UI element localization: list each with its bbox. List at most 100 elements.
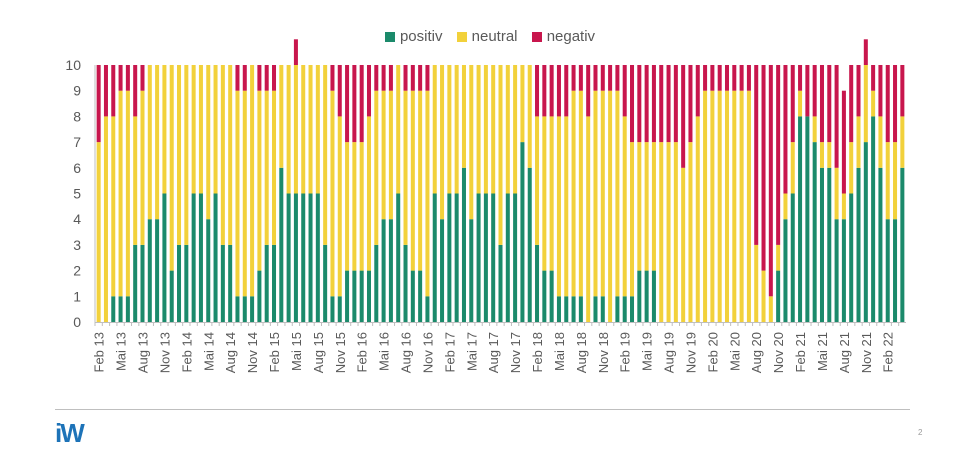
- legend-swatch-neutral: [456, 31, 467, 42]
- bar-neutral: [133, 116, 138, 245]
- y-tick-label: 3: [73, 237, 81, 253]
- x-tick-label: Feb 18: [530, 332, 545, 372]
- bar-neutral: [666, 142, 671, 322]
- bar-positiv: [279, 167, 284, 322]
- legend-label-negativ: negativ: [546, 28, 596, 45]
- bar-neutral: [235, 90, 240, 297]
- bar-positiv: [461, 167, 466, 322]
- bar-positiv: [549, 270, 554, 322]
- bar-positiv: [432, 193, 437, 322]
- bar-neutral: [250, 65, 255, 297]
- bar-positiv: [403, 244, 408, 322]
- x-tick-label: Nov 16: [420, 332, 435, 373]
- bar-positiv: [622, 296, 627, 322]
- bar-negativ: [330, 65, 335, 91]
- bar-neutral: [301, 65, 306, 194]
- bar-negativ: [257, 65, 262, 91]
- bar-neutral: [498, 65, 503, 245]
- bar-neutral: [337, 116, 342, 297]
- bar-positiv: [856, 167, 861, 322]
- bar-positiv: [301, 193, 306, 322]
- x-tick-label: Feb 21: [793, 332, 808, 372]
- x-tick-label: Aug 21: [837, 332, 852, 373]
- x-tick-label: Aug 15: [311, 332, 326, 373]
- bar-positiv: [352, 270, 357, 322]
- bar-neutral: [293, 65, 298, 194]
- bar-positiv: [242, 296, 247, 322]
- bar-negativ: [893, 65, 898, 143]
- y-tick-label: 8: [73, 108, 81, 124]
- bar-neutral: [812, 116, 817, 143]
- bar-negativ: [535, 65, 540, 117]
- bar-negativ: [571, 65, 576, 91]
- bar-positiv: [410, 270, 415, 322]
- bar-neutral: [535, 116, 540, 245]
- x-tick-label: Mai 15: [289, 332, 304, 371]
- bar-neutral: [242, 90, 247, 297]
- bar-neutral: [257, 90, 262, 271]
- x-tick-label: Nov 21: [859, 332, 874, 373]
- bar-neutral: [578, 90, 583, 297]
- bar-positiv: [527, 167, 532, 322]
- bar-neutral: [549, 116, 554, 271]
- x-tick-label: Aug 13: [135, 332, 150, 373]
- bar-neutral: [783, 193, 788, 220]
- bar-neutral: [527, 65, 532, 168]
- bar-negativ: [812, 65, 817, 117]
- bar-positiv: [790, 193, 795, 322]
- bar-positiv: [812, 142, 817, 322]
- bar-neutral: [272, 90, 277, 245]
- bar-negativ: [586, 65, 591, 117]
- bar-positiv: [213, 193, 218, 322]
- bar-negativ: [681, 65, 686, 168]
- bar-positiv: [564, 296, 569, 322]
- bar-neutral: [440, 65, 445, 220]
- bar-neutral: [410, 90, 415, 271]
- bar-neutral: [556, 116, 561, 297]
- bar-negativ: [374, 65, 379, 91]
- legend-item-neutral: neutral: [456, 28, 518, 45]
- bar-negativ: [776, 65, 781, 245]
- bar-positiv: [169, 270, 174, 322]
- bar-neutral: [542, 116, 547, 271]
- legend-item-negativ: negativ: [531, 28, 596, 45]
- bar-neutral: [388, 90, 393, 220]
- bar-neutral: [323, 65, 328, 245]
- bar-neutral: [834, 167, 839, 220]
- bar-negativ: [542, 65, 547, 117]
- bar-neutral: [513, 65, 518, 194]
- bar-neutral: [695, 116, 700, 323]
- bar-neutral: [651, 142, 656, 271]
- y-tick-label: 10: [65, 57, 81, 73]
- bar-negativ: [724, 65, 730, 91]
- bar-positiv: [440, 219, 445, 322]
- bar-negativ: [849, 65, 854, 143]
- bar-positiv: [469, 219, 474, 322]
- bar-positiv: [330, 296, 335, 322]
- bar-neutral: [863, 65, 868, 143]
- bar-positiv: [637, 270, 642, 322]
- bar-positiv: [264, 244, 269, 322]
- bar-neutral: [622, 116, 627, 297]
- bar-neutral: [454, 65, 459, 194]
- bar-neutral: [162, 65, 167, 194]
- bar-neutral: [220, 65, 225, 245]
- bar-positiv: [805, 116, 810, 323]
- bar-neutral: [673, 142, 678, 322]
- iw-logo: iW: [55, 418, 85, 448]
- bar-neutral: [571, 90, 576, 297]
- bar-neutral: [849, 142, 854, 194]
- bar-positiv: [798, 116, 803, 323]
- bar-neutral: [125, 90, 130, 297]
- legend-swatch-negativ: [531, 31, 542, 42]
- bar-negativ: [264, 65, 269, 91]
- x-tick-label: Feb 16: [355, 332, 370, 372]
- x-tick-label: Aug 16: [399, 332, 414, 373]
- stacked-bar-chart: 0 1 2 3 4 5 6 7 8 9 10 Feb 13 Mai 13 Aug 13 Nov 13 Feb …: [65, 39, 906, 373]
- bar-neutral: [264, 90, 269, 245]
- bar-negativ: [688, 65, 693, 143]
- bar-positiv: [885, 219, 890, 322]
- bar-neutral: [169, 65, 174, 271]
- bar-negativ: [710, 65, 715, 91]
- x-tick-label: Feb 14: [179, 332, 194, 372]
